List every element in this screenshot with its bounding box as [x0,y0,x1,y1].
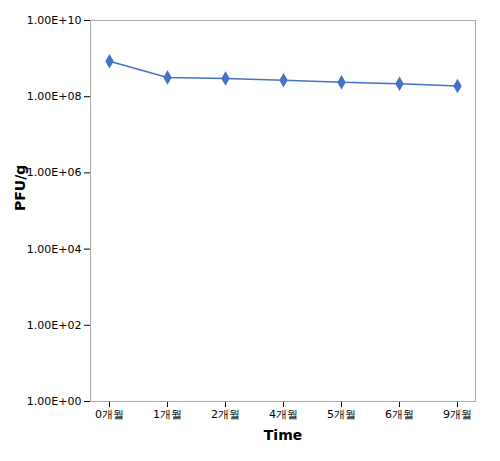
svg-text:1개월: 1개월 [153,408,182,421]
svg-text:1.00E+10: 1.00E+10 [27,14,82,27]
svg-text:Time: Time [264,427,302,443]
svg-text:9개월: 9개월 [443,408,472,421]
svg-text:1.00E+00: 1.00E+00 [27,395,82,408]
svg-text:4개월: 4개월 [269,408,298,421]
svg-text:1.00E+06: 1.00E+06 [27,166,82,179]
svg-text:6개월: 6개월 [385,408,414,421]
svg-text:PFU/g: PFU/g [12,165,28,211]
svg-text:1.00E+04: 1.00E+04 [27,243,82,256]
svg-text:5개월: 5개월 [327,408,356,421]
svg-text:0개월: 0개월 [95,408,124,421]
svg-text:1.00E+08: 1.00E+08 [27,90,82,103]
svg-text:1.00E+02: 1.00E+02 [27,319,82,332]
svg-text:2개월: 2개월 [211,408,240,421]
